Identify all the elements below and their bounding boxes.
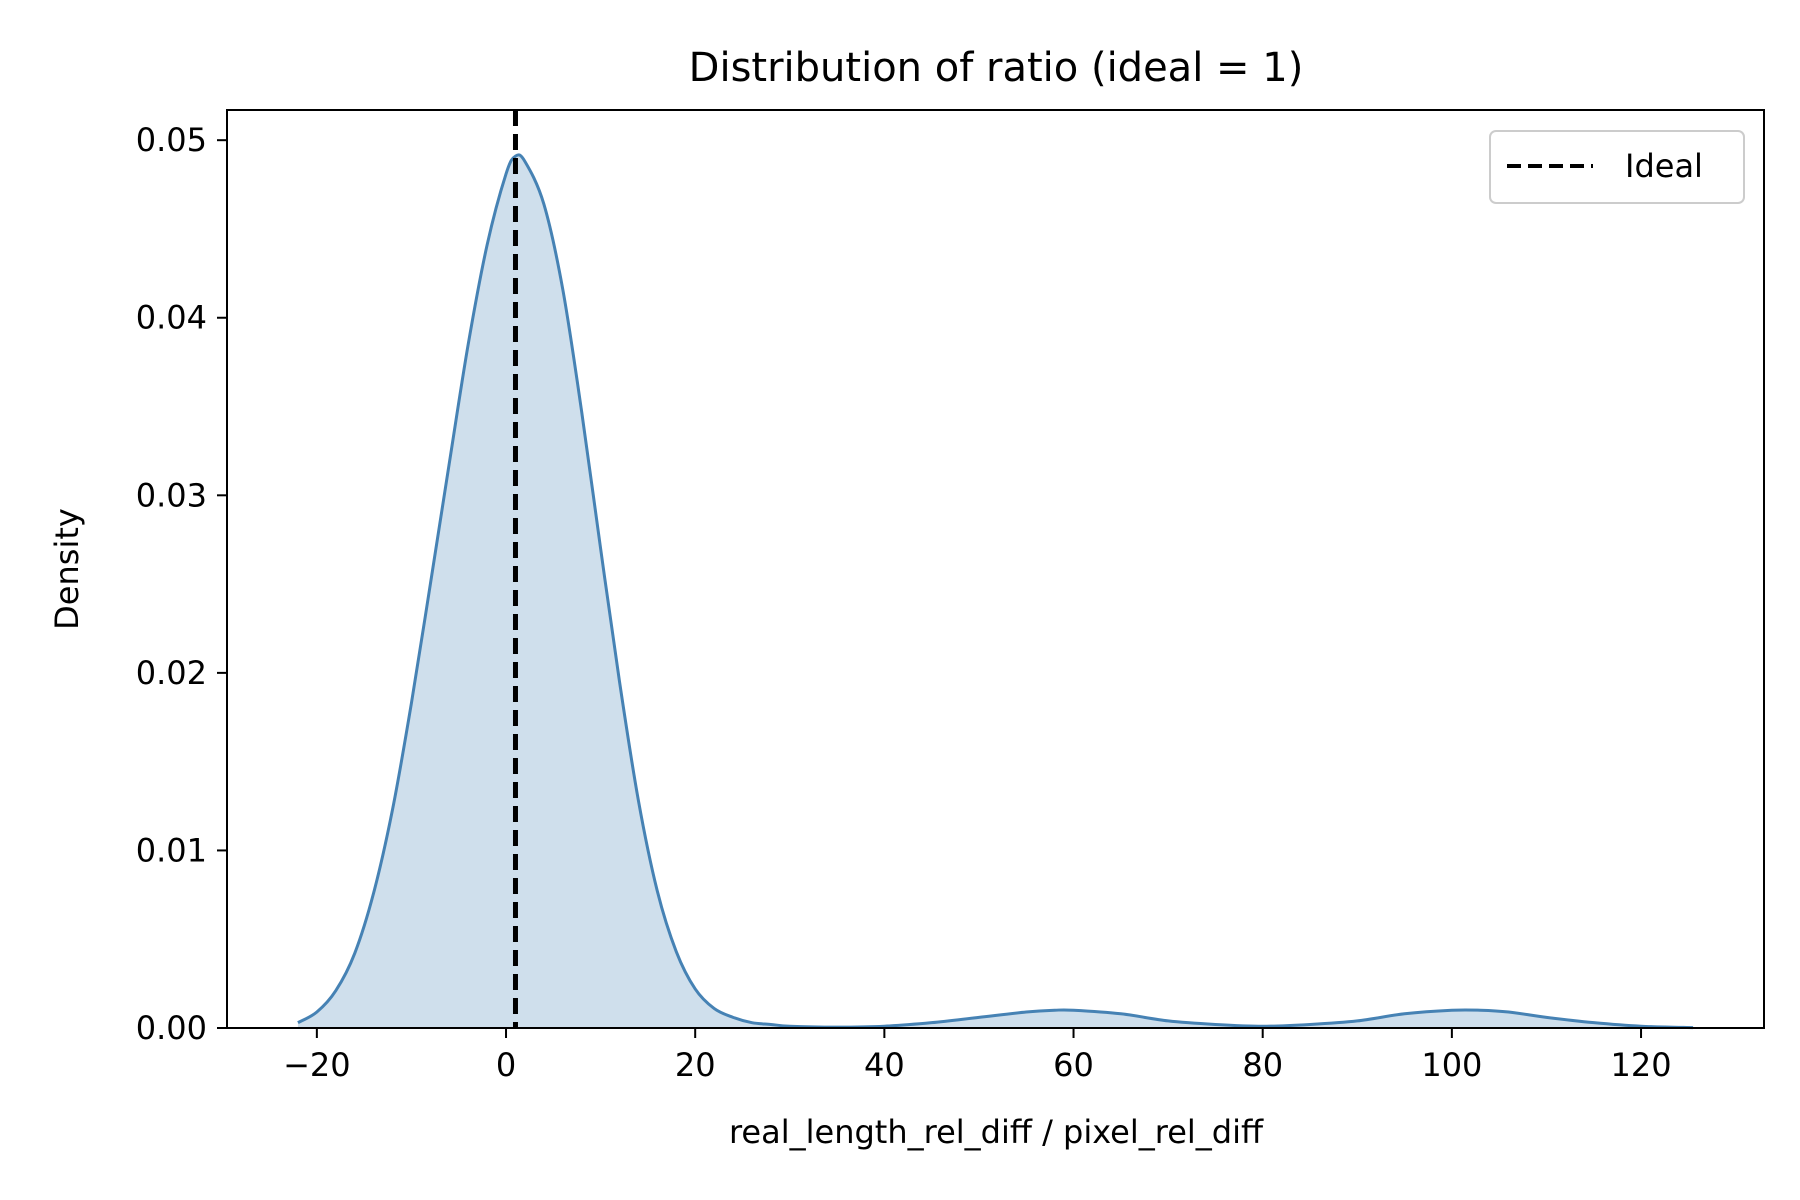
- x-tick-label: 60: [1053, 1046, 1094, 1084]
- x-tick-label: 0: [496, 1046, 516, 1084]
- kde-series-line: [297, 153, 1694, 1030]
- x-tick-label: 80: [1242, 1046, 1283, 1084]
- kde-fill-area: [297, 154, 1694, 1028]
- x-tick-label: 100: [1421, 1046, 1482, 1084]
- legend-ideal-label: Ideal: [1625, 147, 1703, 185]
- legend: Ideal: [1489, 130, 1745, 204]
- y-tick-label: 0.02: [136, 654, 207, 692]
- y-tick-label: 0.00: [136, 1009, 207, 1047]
- axes-frame: [226, 109, 1765, 1029]
- y-tick-label: 0.01: [136, 831, 207, 869]
- x-axis-title: real_length_rel_diff / pixel_rel_diff: [729, 1113, 1264, 1151]
- chart-title: Distribution of ratio (ideal = 1): [689, 45, 1304, 91]
- x-axis-ticks: −20 0 20 40 60 80 100 120: [283, 1028, 1672, 1084]
- y-axis-ticks: 0.00 0.01 0.02 0.03 0.04 0.05: [136, 121, 227, 1047]
- x-tick-label: 120: [1611, 1046, 1672, 1084]
- y-axis-title: Density: [48, 508, 86, 630]
- y-tick-label: 0.05: [136, 121, 207, 159]
- x-tick-label: −20: [283, 1046, 351, 1084]
- y-tick-label: 0.04: [136, 299, 207, 337]
- legend-box: [1489, 130, 1745, 204]
- y-tick-label: 0.03: [136, 476, 207, 514]
- plot-area: [297, 110, 1694, 1030]
- x-tick-label: 20: [675, 1046, 716, 1084]
- x-tick-label: 40: [864, 1046, 905, 1084]
